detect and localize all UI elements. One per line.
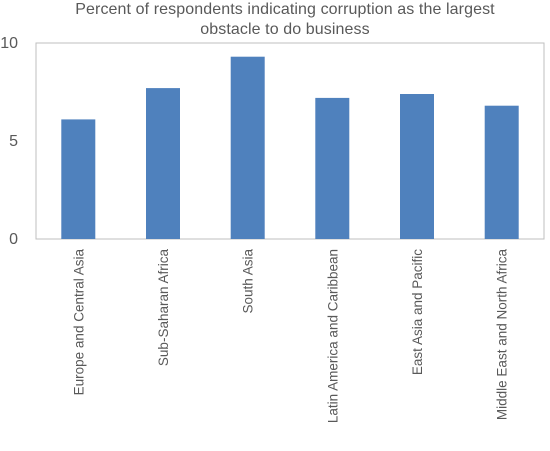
y-tick-label: 0 xyxy=(9,231,18,248)
x-tick-label: Latin America and Caribbean xyxy=(325,249,340,423)
chart-title-line-2: obstacle to do business xyxy=(200,21,370,38)
x-tick-label: South Asia xyxy=(241,249,256,314)
plot-area-frame xyxy=(35,42,545,240)
x-tick-label: Sub-Saharan Africa xyxy=(156,249,171,367)
x-tick-label: Middle East and North Africa xyxy=(495,249,510,421)
chart-title: Percent of respondents indicating corrup… xyxy=(25,0,545,40)
y-tick-label: 5 xyxy=(9,133,18,150)
bar xyxy=(61,119,96,239)
chart-title-line-1: Percent of respondents indicating corrup… xyxy=(75,1,495,18)
x-tick-label: East Asia and Pacific xyxy=(410,249,425,375)
bar xyxy=(484,105,519,239)
bar xyxy=(400,94,434,239)
bar xyxy=(315,97,350,240)
x-tick-label: Europe and Central Asia xyxy=(71,249,86,396)
y-tick-label: 10 xyxy=(0,35,18,52)
bar xyxy=(230,56,265,240)
bar xyxy=(146,88,180,239)
